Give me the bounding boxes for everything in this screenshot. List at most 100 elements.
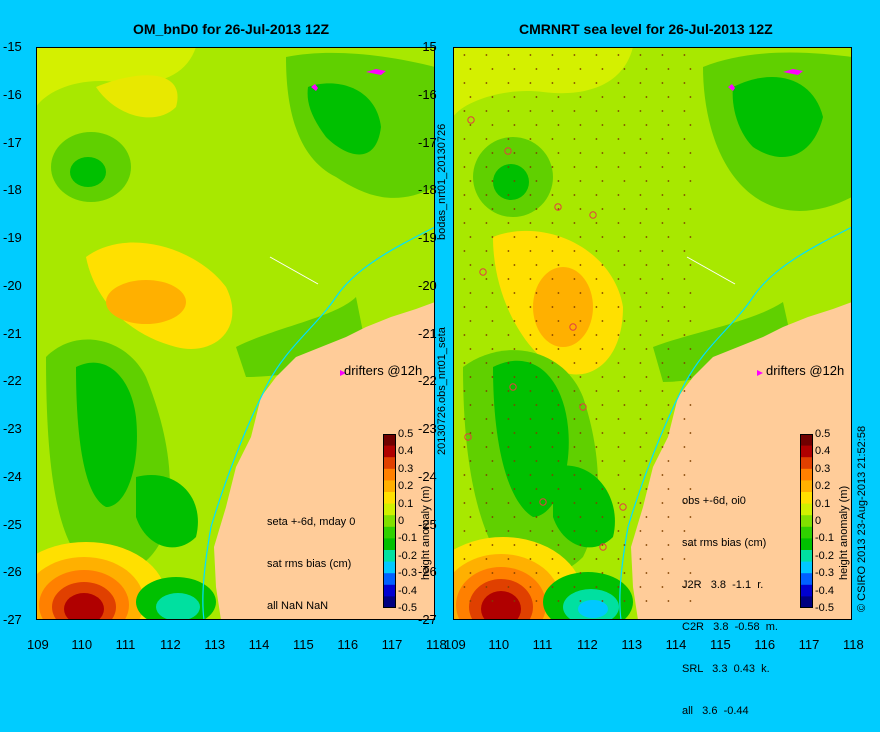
lon-tick-label: 114: [248, 637, 270, 652]
colorbar-swatch: [383, 515, 396, 528]
colorbar-tick-label: 0: [815, 515, 822, 527]
anomaly-contour: [36, 47, 196, 107]
lat-tick-label: -20: [3, 277, 22, 293]
anomaly-contour: [481, 591, 521, 620]
lat-tick-label: -20: [418, 277, 437, 293]
colorbar-tick-label: -0.5: [398, 602, 417, 614]
colorbar-tick-label: 0.3: [398, 462, 414, 475]
left-map-title: OM_bnD0 for 26-Jul-2013 12Z: [133, 21, 330, 37]
right-stats-box: obs +-6d, oi0 sat rms bias (cm) J2R 3.8 …: [682, 466, 778, 732]
stats-line: all 3.6 -0.44: [682, 705, 749, 717]
lat-tick-label: -21: [418, 325, 437, 341]
colorbar-swatch: [383, 561, 396, 574]
colorbar-swatch: [800, 480, 813, 493]
lon-tick-label: 116: [337, 637, 359, 652]
stats-line: all NaN NaN: [267, 600, 329, 612]
obs-file-label: 20130726.obs_nrt01_seta: [436, 327, 448, 455]
colorbar-tick-label: 0.4: [398, 445, 414, 458]
lon-tick-label: 109: [27, 637, 49, 652]
lon-tick-label: 118: [426, 637, 447, 652]
colorbar-tick-label: 0.1: [398, 497, 414, 510]
lat-tick-label: -21: [3, 325, 22, 341]
anomaly-contour: [578, 600, 608, 618]
land-mass: [631, 227, 852, 620]
lat-tick-label: -25: [3, 516, 22, 532]
colorbar-swatch: [383, 538, 396, 551]
colorbar-swatch: [800, 550, 813, 563]
colorbar-swatch: [800, 584, 813, 597]
colorbar-tick-label: -0.3: [398, 567, 417, 580]
left-stats-box: seta +-6d, mday 0 sat rms bias (cm) all …: [267, 487, 355, 627]
colorbar-tick-label: 0.2: [815, 480, 831, 493]
lat-tick-label: -19: [3, 230, 22, 245]
left-colorbar: [383, 434, 396, 608]
observation-points: [463, 54, 692, 602]
colorbar-swatch: [383, 584, 396, 597]
colorbar-tick-label: -0.3: [815, 567, 834, 580]
lon-tick-label: 111: [532, 637, 553, 652]
stats-line: C2R 3.8 -0.58 m.: [682, 621, 778, 633]
colorbar-swatch: [800, 434, 813, 447]
stats-line: seta +-6d, mday 0: [267, 516, 356, 528]
colorbar-swatch: [383, 480, 396, 493]
colorbar-tick-label: 0.2: [398, 480, 414, 493]
copyright-label: © CSIRO 2013 23-Aug-2013 21:52:58: [856, 425, 868, 612]
colorbar-tick-label: -0.1: [815, 532, 834, 545]
anomaly-contour: [533, 267, 593, 347]
anomaly-contour: [76, 362, 137, 507]
lat-tick-label: -16: [418, 86, 437, 102]
lon-tick-label: 116: [754, 637, 776, 652]
colorbar-tick-label: -0.5: [815, 602, 834, 614]
anomaly-contour: [493, 164, 529, 200]
shelf-contour: [202, 226, 435, 620]
colorbar-tick-label: 0: [398, 515, 405, 527]
lon-tick-label: 112: [160, 637, 181, 652]
stats-line: obs +-6d, oi0: [682, 495, 746, 507]
lat-tick-label: -27: [3, 612, 22, 627]
colorbar-swatch: [800, 457, 813, 470]
colorbar-tick-label: -0.2: [398, 549, 417, 562]
colorbar-swatch: [800, 538, 813, 551]
anomaly-contour: [307, 83, 381, 155]
colorbar-swatch: [800, 468, 813, 481]
lon-tick-label: 111: [115, 637, 136, 652]
right-drifters-label: drifters @12h: [766, 363, 845, 378]
colorbar-tick-label: -0.4: [398, 584, 417, 597]
colorbar-swatch: [800, 445, 813, 458]
anomaly-contour: [493, 360, 569, 517]
colorbar-swatch: [383, 457, 396, 470]
anomaly-contour: [732, 77, 823, 157]
lon-tick-label: 118: [843, 637, 864, 652]
lat-tick-label: -23: [3, 421, 22, 436]
left-colorbar-label: height anomaly (m): [420, 485, 432, 580]
stats-line: sat rms bias (cm): [267, 558, 352, 570]
colorbar-tick-label: -0.4: [815, 584, 834, 597]
run-id-label: bodas_nrt01_20130726: [436, 123, 448, 240]
left-colorbar-ticks: 0.5 0.4 0.3 0.2 0.1 0 -0.1 -0.2 -0.3 -0.4 -0.5: [398, 428, 428, 618]
colorbar-swatch: [800, 526, 813, 539]
right-colorbar-ticks: 0.5 0.4 0.3 0.2 0.1 0 -0.1 -0.2 -0.3 -0.4 -0.5: [815, 428, 845, 618]
colorbar-tick-label: 0.4: [815, 445, 831, 458]
stats-line: J2R 3.8 -1.1 r.: [682, 579, 764, 591]
colorbar-tick-label: 0.1: [815, 497, 831, 510]
lat-tick-label: -19: [418, 230, 437, 245]
lat-tick-label: -15: [3, 39, 22, 54]
lon-tick-label: 117: [798, 637, 820, 652]
lon-tick-label: 117: [381, 637, 403, 652]
anomaly-contour: [70, 157, 106, 187]
lat-tick-label: -23: [418, 421, 437, 436]
colorbar-swatch: [383, 550, 396, 563]
lon-tick-label: 113: [621, 637, 643, 652]
transect-line: [269, 256, 319, 285]
lat-tick-label: -17: [3, 134, 22, 150]
colorbar-tick-label: 0.5: [815, 428, 831, 440]
lat-tick-label: -18: [3, 182, 22, 198]
colorbar-swatch: [800, 596, 813, 608]
colorbar-swatch: [383, 445, 396, 458]
anomaly-contour: [453, 47, 633, 117]
lat-tick-label: -26: [418, 564, 437, 580]
stats-line: sat rms bias (cm): [682, 537, 767, 549]
colorbar-swatch: [800, 503, 813, 516]
lat-tick-label: -24: [418, 468, 437, 484]
right-colorbar: [800, 434, 813, 608]
